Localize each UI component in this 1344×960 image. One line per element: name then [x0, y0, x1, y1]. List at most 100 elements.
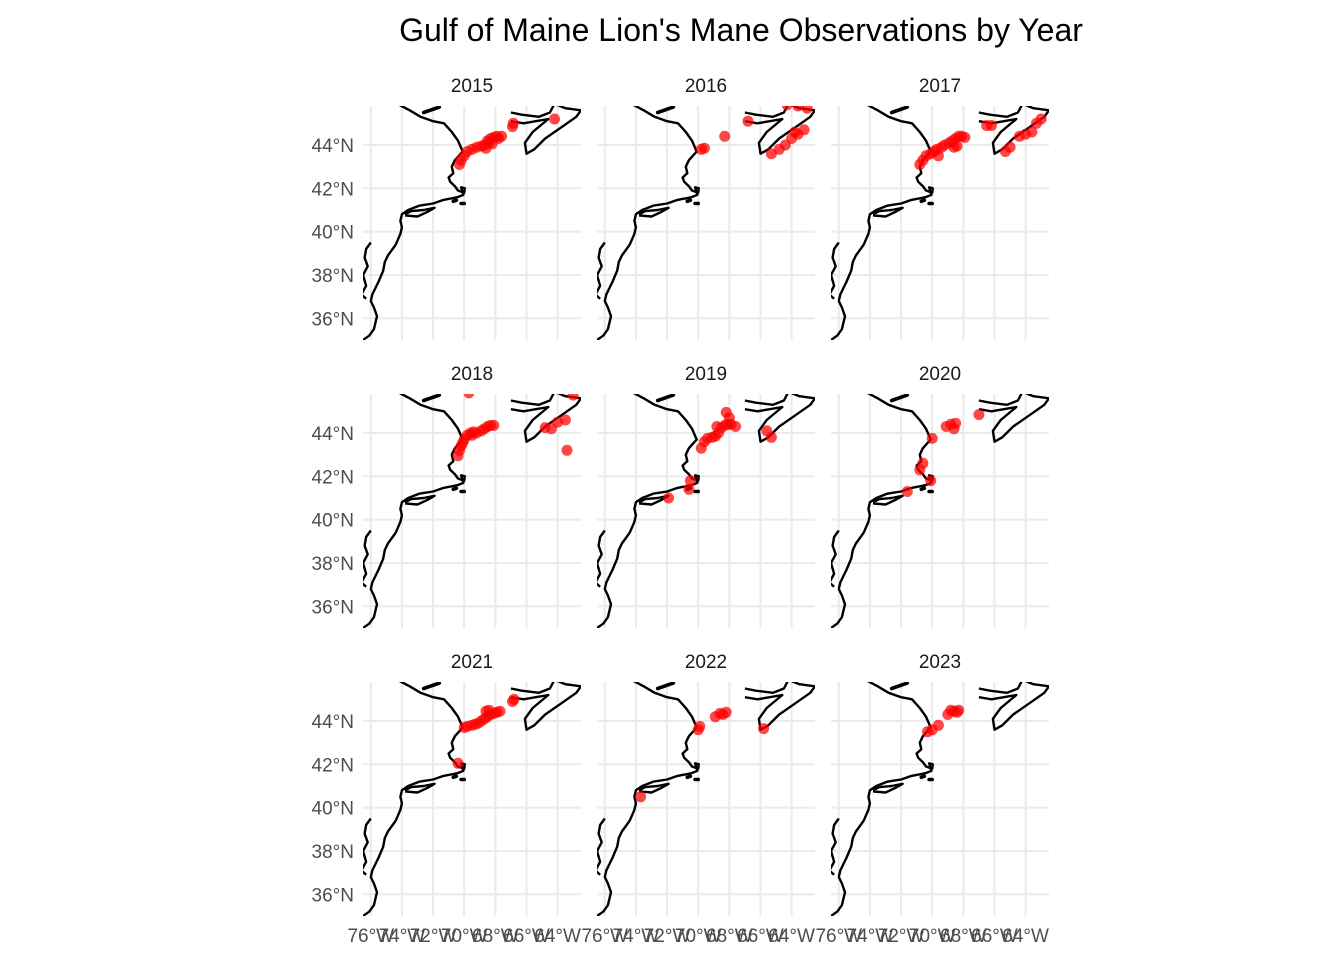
x-tick-label: 70°W	[675, 926, 722, 947]
x-tick-label: 76°W	[581, 926, 628, 947]
nova-scotia-coast	[744, 106, 815, 155]
x-tick-label: 64°W	[1002, 926, 1049, 947]
figure-title: Gulf of Maine Lion's Mane Observations b…	[399, 12, 1083, 48]
island	[919, 774, 927, 780]
island	[655, 394, 676, 403]
observation-point	[507, 117, 519, 129]
y-tick-label: 40°N	[312, 511, 354, 532]
facet-strip-label: 2021	[451, 652, 493, 673]
observation-point	[758, 723, 770, 735]
coastline	[597, 394, 700, 628]
x-tick-label: 72°W	[644, 926, 691, 947]
nova-scotia-coast	[978, 682, 1049, 731]
island	[889, 106, 910, 115]
island	[421, 682, 442, 691]
y-tick-label: 38°N	[312, 266, 354, 287]
observation-point	[559, 414, 571, 426]
chesapeake-shore	[831, 817, 840, 876]
long-island	[404, 782, 436, 794]
y-tick-label: 38°N	[312, 842, 354, 863]
observation-point	[488, 419, 500, 431]
x-tick-label: 76°W	[347, 926, 394, 947]
chesapeake-shore	[831, 241, 840, 300]
observation-point	[985, 120, 997, 131]
observation-point	[953, 704, 965, 716]
y-tick-label: 44°N	[312, 424, 354, 445]
island	[685, 198, 693, 204]
y-tick-label: 44°N	[312, 136, 354, 157]
y-tick-label: 36°N	[312, 309, 354, 330]
facet-panel-2021: 2021	[363, 652, 581, 916]
facet-strip-label: 2015	[451, 76, 493, 97]
facet-panel-2018: 2018	[363, 364, 581, 628]
observation-point	[730, 421, 742, 432]
y-axis-labels: 36°N 38°N 40°N 42°N 44°N 36°N 38°N 40°N 42°N 44°N…	[312, 136, 354, 906]
facet-strip-label: 2016	[685, 76, 727, 97]
observation-point	[463, 394, 475, 399]
y-tick-label: 42°N	[312, 467, 354, 488]
facet-strip-label: 2020	[919, 364, 961, 385]
observation-point	[932, 150, 944, 162]
island	[421, 106, 442, 115]
observation-point	[694, 720, 706, 732]
observation-point	[801, 106, 813, 114]
coastline	[831, 106, 934, 340]
nova-scotia-coast	[978, 394, 1049, 443]
observation-point	[508, 693, 520, 705]
observation-point	[635, 791, 647, 803]
y-tick-label: 44°N	[312, 712, 354, 733]
observation-point	[480, 142, 492, 154]
long-island	[872, 494, 904, 506]
x-tick-label: 74°W	[847, 926, 894, 947]
observation-point	[959, 131, 971, 143]
observation-point	[1026, 126, 1038, 138]
coastline	[363, 682, 466, 916]
chesapeake-shore	[831, 529, 840, 588]
observation-point	[1004, 141, 1016, 153]
x-tick-label: 68°W	[472, 926, 519, 947]
observation-point	[742, 115, 754, 127]
facet-panel-2020: 2020	[831, 364, 1049, 628]
observation-point	[494, 705, 506, 717]
facet-panel-2023: 2023	[831, 652, 1049, 916]
facet-strip-label: 2018	[451, 364, 493, 385]
observation-point	[561, 444, 573, 456]
y-tick-label: 42°N	[312, 755, 354, 776]
island	[655, 106, 676, 115]
observation-point	[663, 492, 675, 504]
observation-point	[765, 431, 777, 443]
x-tick-label: 72°W	[878, 926, 925, 947]
observation-point	[496, 130, 508, 142]
observation-point	[901, 486, 913, 497]
island	[919, 486, 927, 492]
nova-scotia-coast	[510, 682, 581, 731]
long-island	[404, 206, 436, 218]
island	[451, 774, 459, 780]
observation-point	[792, 106, 804, 112]
y-tick-label: 40°N	[312, 799, 354, 820]
chesapeake-shore	[363, 241, 372, 300]
x-tick-label: 66°W	[971, 926, 1018, 947]
x-tick-label: 70°W	[909, 926, 956, 947]
chesapeake-shore	[597, 529, 606, 588]
facet-panel-2016: 2016	[597, 76, 815, 340]
observation-point	[684, 475, 696, 487]
coastline	[363, 394, 466, 628]
island	[685, 774, 693, 780]
y-tick-label: 42°N	[312, 179, 354, 200]
observation-point	[781, 106, 793, 111]
facet-strip-label: 2019	[685, 364, 727, 385]
observation-point	[539, 422, 551, 434]
chesapeake-shore	[363, 529, 372, 588]
y-tick-label: 36°N	[312, 885, 354, 906]
x-tick-label: 74°W	[613, 926, 660, 947]
x-tick-label: 76°W	[815, 926, 862, 947]
facet-strip-label: 2023	[919, 652, 961, 673]
long-island	[872, 782, 904, 794]
facet-panel-2015: 2015	[363, 76, 581, 340]
x-tick-label: 64°W	[534, 926, 581, 947]
coastline	[597, 682, 700, 916]
long-island	[404, 494, 436, 506]
observation-point	[683, 483, 695, 495]
